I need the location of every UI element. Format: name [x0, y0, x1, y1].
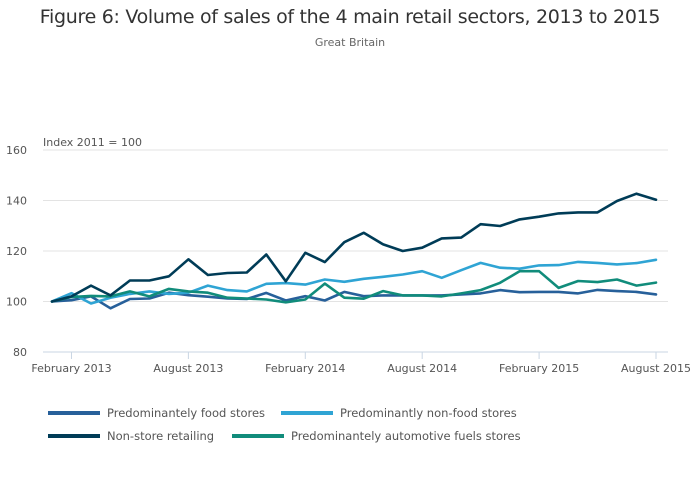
chart-title: Figure 6: Volume of sales of the 4 main … — [39, 6, 661, 28]
x-axis: February 2013 August 2013 February 2014 Aug… — [31, 351, 691, 375]
x-tick-label: August 2013 — [153, 362, 223, 375]
legend-swatch-non-store — [48, 434, 100, 438]
legend-swatch-food — [48, 411, 100, 415]
x-tick-label: February 2015 — [499, 362, 579, 375]
series-line-non-store-retailing[interactable] — [50, 192, 658, 303]
legend-item-non-food[interactable]: Predominantly non-food stores — [281, 406, 517, 420]
legend-label: Non-store retailing — [107, 429, 215, 443]
legend-label: Predominantly non-food stores — [340, 406, 517, 420]
chart-subtitle: Great Britain — [314, 36, 386, 49]
legend-label: Predominantely food stores — [107, 406, 266, 420]
x-tick-label: February 2013 — [31, 362, 111, 375]
y-axis: 80 100 120 140 160 — [6, 144, 27, 359]
y-axis-unit-label: Index 2011 = 100 — [43, 136, 142, 149]
y-tick-label: 120 — [6, 245, 27, 258]
legend-swatch-non-food — [281, 411, 333, 415]
x-tick-label: August 2014 — [387, 362, 457, 375]
legend-label: Predominantely automotive fuels stores — [291, 429, 521, 443]
legend-item-food[interactable]: Predominantely food stores — [48, 406, 265, 420]
y-tick-label: 80 — [13, 346, 27, 359]
series-line-non-food-stores[interactable] — [50, 258, 658, 305]
series-lines — [50, 192, 658, 310]
y-tick-label: 140 — [6, 195, 27, 208]
gridlines — [43, 149, 668, 302]
legend-item-non-store[interactable]: Non-store retailing — [48, 429, 214, 443]
legend-swatch-fuel — [232, 434, 284, 438]
legend-item-fuel[interactable]: Predominantely automotive fuels stores — [232, 429, 521, 443]
y-tick-label: 160 — [6, 144, 27, 157]
x-tick-label: August 2015 — [621, 362, 691, 375]
x-tick-label: February 2014 — [265, 362, 345, 375]
y-tick-label: 100 — [6, 296, 27, 309]
series-line-food-stores[interactable] — [50, 288, 658, 310]
series-line-automotive-fuels-stores[interactable] — [50, 269, 658, 304]
